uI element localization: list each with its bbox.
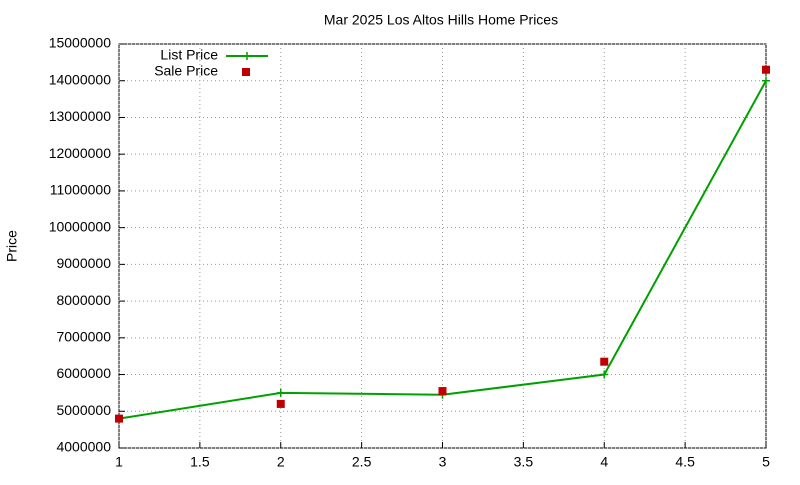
x-tick-label: 4 bbox=[600, 454, 608, 470]
y-tick-label: 6000000 bbox=[56, 365, 111, 381]
point bbox=[276, 399, 285, 408]
point bbox=[276, 388, 285, 397]
y-tick-label: 9000000 bbox=[56, 255, 111, 271]
y-tick-label: 4000000 bbox=[56, 439, 111, 455]
y-tick-label: 14000000 bbox=[49, 71, 112, 87]
x-tick-label: 2 bbox=[277, 454, 285, 470]
chart-title: Mar 2025 Los Altos Hills Home Prices bbox=[324, 12, 558, 28]
x-tick-label: 1 bbox=[115, 454, 123, 470]
point bbox=[600, 370, 609, 379]
y-tick-label: 15000000 bbox=[49, 35, 112, 51]
y-tick-label: 11000000 bbox=[50, 182, 111, 198]
y-tick-label: 10000000 bbox=[49, 218, 112, 234]
y-tick-label: 12000000 bbox=[49, 145, 112, 161]
x-tick-label: 5 bbox=[762, 454, 770, 470]
point bbox=[762, 65, 770, 74]
legend-point bbox=[243, 52, 251, 60]
y-tick-label: 7000000 bbox=[56, 329, 111, 345]
y-tick-label: 13000000 bbox=[49, 108, 112, 124]
x-tick-label: 4.5 bbox=[675, 454, 695, 470]
y-axis-label: Price bbox=[4, 230, 20, 262]
legend-label: Sale Price bbox=[154, 63, 218, 79]
x-tick-label: 3.5 bbox=[514, 454, 534, 470]
point bbox=[115, 414, 123, 423]
x-tick-label: 3 bbox=[439, 454, 447, 470]
x-tick-label: 2.5 bbox=[352, 454, 372, 470]
y-tick-label: 8000000 bbox=[56, 292, 111, 308]
legend-point bbox=[242, 68, 250, 76]
y-tick-label: 5000000 bbox=[56, 402, 111, 418]
point bbox=[762, 76, 770, 85]
series-line bbox=[118, 80, 767, 420]
point bbox=[600, 357, 609, 366]
point bbox=[438, 387, 447, 396]
legend-label: List Price bbox=[160, 47, 218, 63]
x-tick-label: 1.5 bbox=[190, 454, 210, 470]
